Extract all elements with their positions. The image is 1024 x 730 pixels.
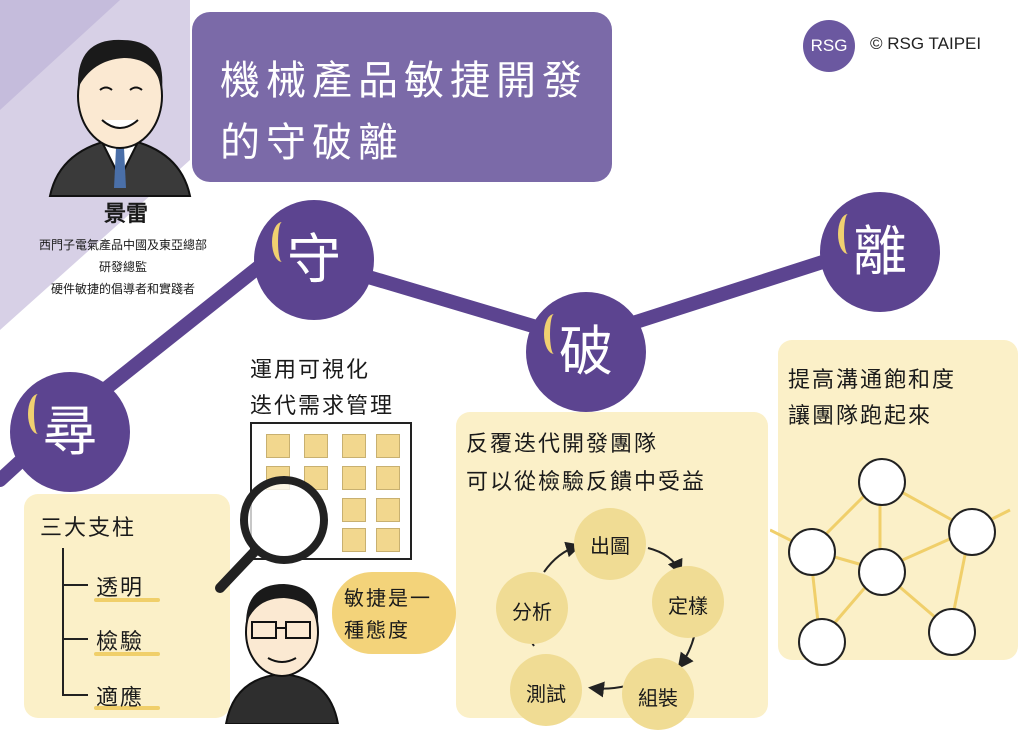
underline xyxy=(94,706,160,710)
sticky-note xyxy=(342,498,366,522)
cycle-step-label: 定樣 xyxy=(668,594,708,618)
underline xyxy=(94,598,160,602)
highlight-arc xyxy=(28,394,48,434)
cycle-step-circle xyxy=(496,572,568,644)
pillar-item: 檢驗 xyxy=(96,630,145,655)
speaker-title-line1: 西門子電氣產品中國及東亞總部 xyxy=(38,238,207,252)
stage-node-xun: 尋 xyxy=(10,372,130,492)
sticky-note xyxy=(342,434,366,458)
li-panel xyxy=(778,340,1018,660)
stage-label-shou: 守 xyxy=(287,228,341,291)
sticky-note xyxy=(376,466,400,490)
cycle-step-label: 分析 xyxy=(512,600,552,624)
team-member-face xyxy=(788,528,836,576)
pillar-item: 適應 xyxy=(96,686,145,711)
sticky-note xyxy=(376,528,400,552)
cycle-step-circle xyxy=(510,654,582,726)
team-member-face xyxy=(928,608,976,656)
sticky-note xyxy=(376,498,400,522)
speaker-portrait xyxy=(48,39,192,197)
pillars-title: 三大支柱 xyxy=(40,516,137,541)
rsg-logo: RSG xyxy=(803,20,855,72)
stage-label-po: 破 xyxy=(559,320,613,383)
bubble-text-line2: 種態度 xyxy=(344,618,410,642)
sticky-note xyxy=(342,466,366,490)
team-member-face xyxy=(858,548,906,596)
magnifier-icon xyxy=(215,476,328,593)
shou-text-line2: 迭代需求管理 xyxy=(250,394,395,419)
stage-label-li: 離 xyxy=(853,220,907,283)
pillars-branch xyxy=(62,638,88,640)
page-title-line2: 的守破離 xyxy=(220,120,404,166)
title-box xyxy=(192,12,612,182)
team-member-face xyxy=(948,508,996,556)
stage-node-li: 離 xyxy=(820,192,940,312)
pillar-item: 透明 xyxy=(96,576,145,601)
po-text-line1: 反覆迭代開發團隊 xyxy=(466,432,659,457)
cycle-step-label: 出圖 xyxy=(590,534,630,558)
stage-node-po: 破 xyxy=(526,292,646,412)
sticky-note xyxy=(342,528,366,552)
highlight-arc xyxy=(838,214,858,254)
underline xyxy=(94,652,160,656)
speaker-title-line3: 硬件敏捷的倡導者和實踐者 xyxy=(50,282,195,296)
cycle-step-circle xyxy=(652,566,724,638)
li-text-line1: 提高溝通飽和度 xyxy=(788,368,957,393)
shou-text-line1: 運用可視化 xyxy=(250,358,371,383)
cycle-step-label: 組裝 xyxy=(638,686,678,710)
pillars-branch xyxy=(62,584,88,586)
highlight-arc xyxy=(544,314,564,354)
speech-bubble xyxy=(332,572,456,654)
sticky-note xyxy=(266,434,290,458)
speaker-title-line2: 研發總監 xyxy=(98,260,147,274)
sticky-note xyxy=(304,466,328,490)
pillars-branch xyxy=(62,694,88,696)
pillars-tree-line xyxy=(62,548,64,694)
copyright-text: © RSG TAIPEI xyxy=(870,34,982,53)
stage-node-shou: 守 xyxy=(254,200,374,320)
page-title-line1: 機械產品敏捷開發 xyxy=(220,58,588,104)
bubble-text-line1: 敏捷是一 xyxy=(344,586,432,610)
sticky-note xyxy=(304,434,328,458)
highlight-arc xyxy=(272,222,292,262)
presenter-figure xyxy=(224,584,340,724)
li-text-line2: 讓團隊跑起來 xyxy=(788,404,933,429)
pillars-panel xyxy=(24,494,230,718)
sticky-note xyxy=(376,434,400,458)
cycle-step-circle xyxy=(622,658,694,730)
po-text-line2: 可以從檢驗反饋中受益 xyxy=(466,470,707,495)
team-member-face xyxy=(798,618,846,666)
team-member-face xyxy=(858,458,906,506)
cycle-step-circle xyxy=(574,508,646,580)
speaker-name: 景雷 xyxy=(104,202,149,227)
stage-label-xun: 尋 xyxy=(43,400,97,463)
cycle-step-label: 測試 xyxy=(526,682,566,706)
